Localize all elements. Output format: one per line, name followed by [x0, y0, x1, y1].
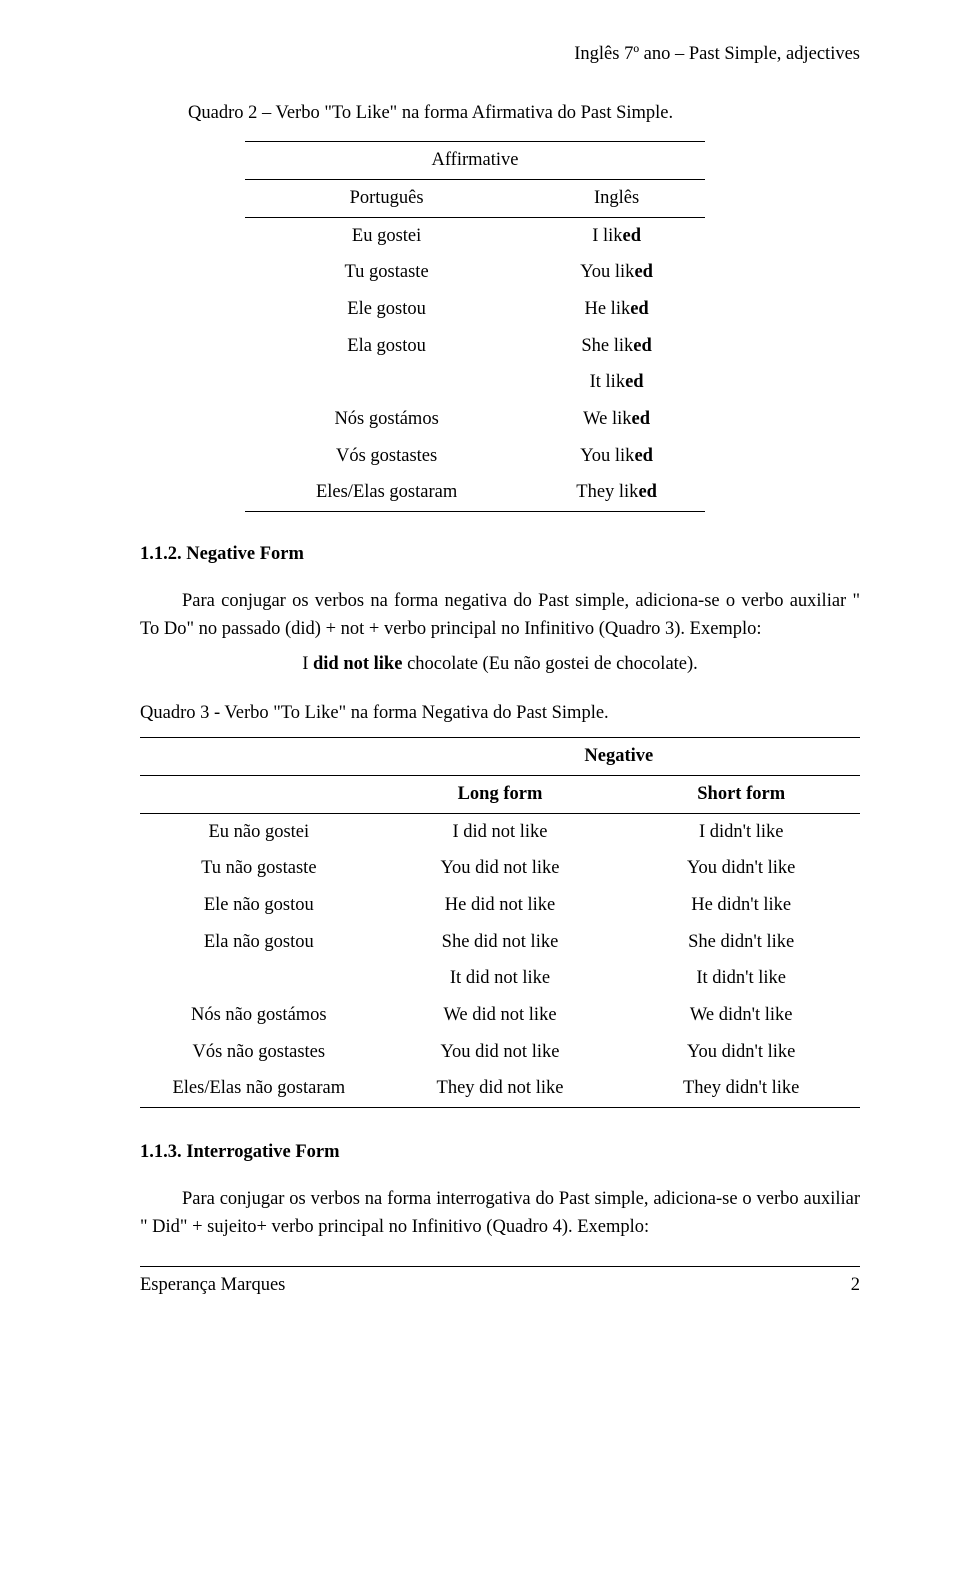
quadro2-table: Affirmative Português Inglês Eu gosteiI … — [245, 141, 705, 512]
quadro3-col-short: Short form — [622, 776, 860, 814]
table-cell-en: They liked — [528, 474, 705, 511]
quadro3-title: Negative — [378, 738, 860, 776]
table-cell-short: You didn't like — [622, 1034, 860, 1071]
table-cell-short: I didn't like — [622, 813, 860, 850]
table-cell-pt — [140, 960, 378, 997]
table-cell-en: You liked — [528, 254, 705, 291]
section-113-para: Para conjugar os verbos na forma interro… — [140, 1185, 860, 1242]
table-cell-long: I did not like — [378, 813, 623, 850]
footer-page: 2 — [851, 1271, 860, 1300]
table-cell-pt: Ele gostou — [245, 291, 528, 328]
quadro2-title: Affirmative — [245, 142, 705, 180]
quadro3-caption: Quadro 3 - Verbo "To Like" na forma Nega… — [140, 699, 860, 728]
table-cell-short: It didn't like — [622, 960, 860, 997]
table-cell-long: It did not like — [378, 960, 623, 997]
quadro3-col-long: Long form — [378, 776, 623, 814]
table-cell-en: He liked — [528, 291, 705, 328]
section-113-heading: 1.1.3. Interrogative Form — [140, 1138, 860, 1167]
table-cell-pt: Eles/Elas não gostaram — [140, 1070, 378, 1107]
quadro2-caption: Quadro 2 – Verbo "To Like" na forma Afir… — [140, 99, 860, 128]
table-cell-pt: Tu não gostaste — [140, 850, 378, 887]
table-cell-pt: Nós não gostámos — [140, 997, 378, 1034]
table-cell-long: You did not like — [378, 1034, 623, 1071]
section-112-example: I did not like chocolate (Eu não gostei … — [140, 650, 860, 679]
section-112-para: Para conjugar os verbos na forma negativ… — [140, 587, 860, 644]
table-cell-pt: Vós não gostastes — [140, 1034, 378, 1071]
table-cell-long: We did not like — [378, 997, 623, 1034]
example-bold: did not like — [313, 654, 402, 674]
table-cell-long: They did not like — [378, 1070, 623, 1107]
table-cell-en: It liked — [528, 364, 705, 401]
table-cell-short: He didn't like — [622, 887, 860, 924]
table-cell-pt: Tu gostaste — [245, 254, 528, 291]
table-cell-pt: Eles/Elas gostaram — [245, 474, 528, 511]
footer-author: Esperança Marques — [140, 1271, 285, 1300]
table-cell-pt — [245, 364, 528, 401]
quadro2-col-pt: Português — [245, 180, 528, 218]
table-cell-en: She liked — [528, 328, 705, 365]
example-post: chocolate (Eu não gostei de chocolate). — [402, 654, 697, 674]
quadro2-col-en: Inglês — [528, 180, 705, 218]
table-cell-pt: Vós gostastes — [245, 438, 528, 475]
table-cell-en: I liked — [528, 217, 705, 254]
table-cell-long: She did not like — [378, 924, 623, 961]
table-cell-pt: Ele não gostou — [140, 887, 378, 924]
table-cell-pt: Ela gostou — [245, 328, 528, 365]
table-cell-pt: Ela não gostou — [140, 924, 378, 961]
table-cell-pt: Nós gostámos — [245, 401, 528, 438]
page-header: Inglês 7º ano – Past Simple, adjectives — [140, 40, 860, 69]
example-pre: I — [302, 654, 313, 674]
section-112-heading: 1.1.2. Negative Form — [140, 540, 860, 569]
table-cell-pt: Eu não gostei — [140, 813, 378, 850]
table-cell-short: You didn't like — [622, 850, 860, 887]
page-footer: Esperança Marques 2 — [140, 1266, 860, 1300]
table-cell-long: He did not like — [378, 887, 623, 924]
table-cell-en: You liked — [528, 438, 705, 475]
table-cell-short: We didn't like — [622, 997, 860, 1034]
table-cell-en: We liked — [528, 401, 705, 438]
table-cell-short: They didn't like — [622, 1070, 860, 1107]
table-cell-short: She didn't like — [622, 924, 860, 961]
table-cell-pt: Eu gostei — [245, 217, 528, 254]
quadro3-table: Negative Long form Short form Eu não gos… — [140, 737, 860, 1108]
table-cell-long: You did not like — [378, 850, 623, 887]
header-text: Inglês 7º ano – Past Simple, adjectives — [574, 44, 860, 64]
